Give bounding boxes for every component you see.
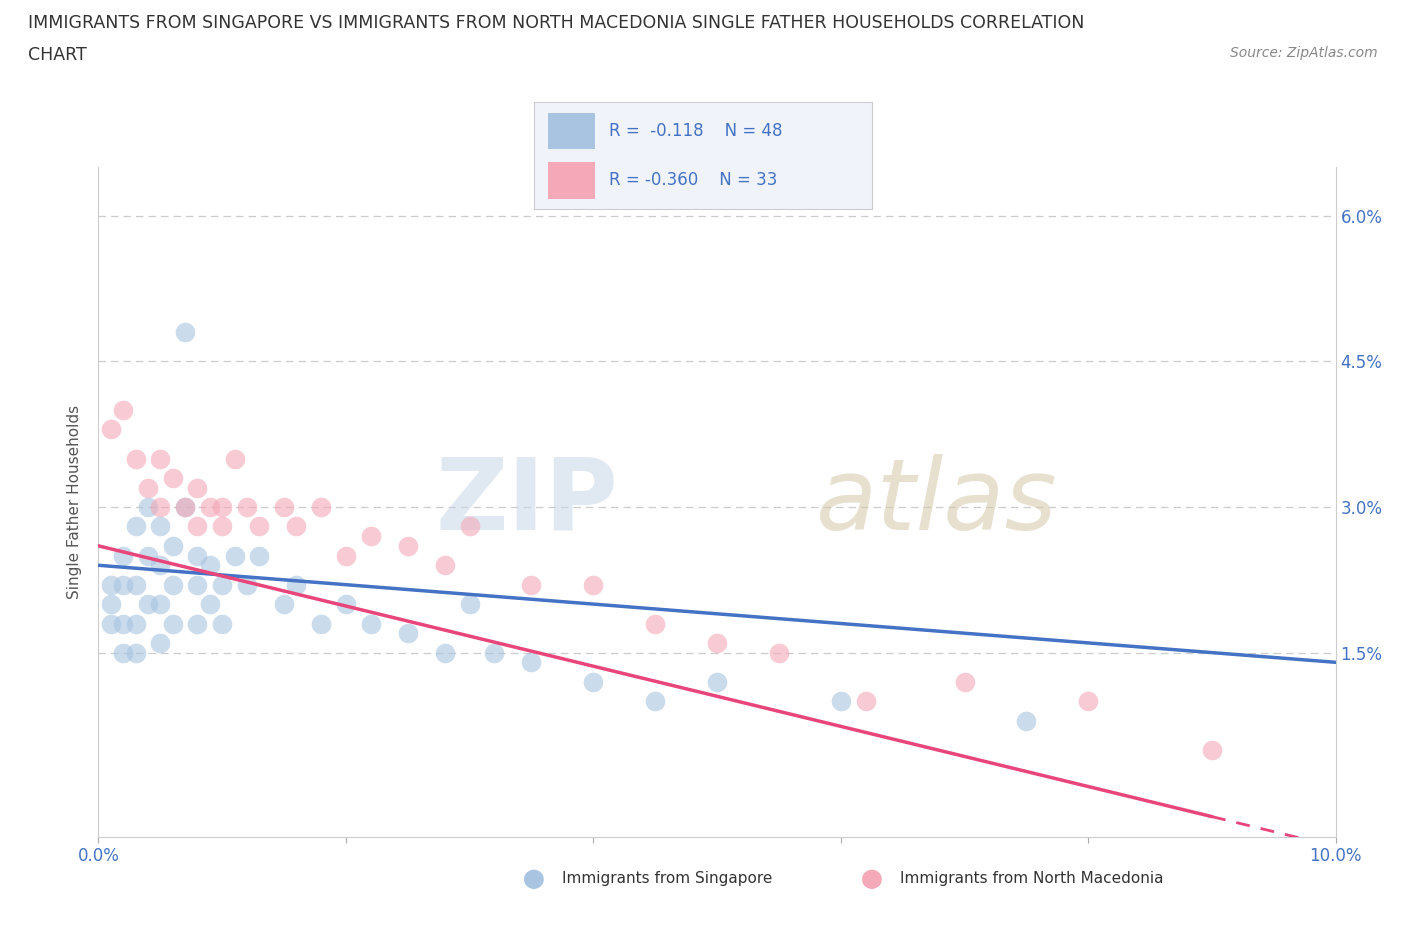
- Text: ZIP: ZIP: [436, 454, 619, 551]
- Point: [136, 548, 159, 563]
- Point: [211, 519, 233, 534]
- Point: [360, 616, 382, 631]
- Point: [100, 597, 122, 612]
- Point: [162, 616, 184, 631]
- Point: [433, 558, 456, 573]
- Point: [100, 578, 122, 592]
- Point: [520, 655, 543, 670]
- Point: [211, 616, 233, 631]
- Point: [211, 578, 233, 592]
- Point: [186, 616, 208, 631]
- Point: [174, 499, 197, 514]
- Point: [149, 597, 172, 612]
- Point: [953, 674, 976, 689]
- Point: [644, 616, 666, 631]
- Point: [285, 519, 308, 534]
- FancyBboxPatch shape: [548, 162, 595, 199]
- Point: [124, 645, 146, 660]
- Text: R =  -0.118    N = 48: R = -0.118 N = 48: [609, 122, 782, 140]
- Point: [149, 519, 172, 534]
- Point: [112, 645, 135, 660]
- Point: [112, 403, 135, 418]
- Point: [236, 499, 259, 514]
- Point: [285, 578, 308, 592]
- Point: [198, 558, 221, 573]
- Point: [644, 694, 666, 709]
- Point: [186, 480, 208, 495]
- Point: [149, 635, 172, 650]
- Point: [100, 616, 122, 631]
- Point: [162, 538, 184, 553]
- Point: [224, 451, 246, 466]
- Point: [247, 519, 270, 534]
- Point: [830, 694, 852, 709]
- Point: [162, 471, 184, 485]
- Point: [136, 499, 159, 514]
- Point: [273, 499, 295, 514]
- Point: [162, 578, 184, 592]
- Point: [186, 578, 208, 592]
- Point: [124, 578, 146, 592]
- Point: [273, 597, 295, 612]
- Point: [112, 578, 135, 592]
- Point: [458, 519, 481, 534]
- Text: ⬤: ⬤: [860, 870, 883, 888]
- Point: [1201, 742, 1223, 757]
- Text: R = -0.360    N = 33: R = -0.360 N = 33: [609, 171, 778, 190]
- Point: [396, 626, 419, 641]
- Point: [706, 635, 728, 650]
- Point: [396, 538, 419, 553]
- Point: [112, 616, 135, 631]
- Point: [124, 451, 146, 466]
- Point: [1077, 694, 1099, 709]
- Point: [112, 548, 135, 563]
- Point: [433, 645, 456, 660]
- Point: [247, 548, 270, 563]
- Text: ⬤: ⬤: [523, 870, 546, 888]
- Point: [335, 548, 357, 563]
- Point: [458, 597, 481, 612]
- Text: Immigrants from North Macedonia: Immigrants from North Macedonia: [900, 871, 1163, 886]
- Point: [198, 499, 221, 514]
- Y-axis label: Single Father Households: Single Father Households: [67, 405, 83, 599]
- Text: Immigrants from Singapore: Immigrants from Singapore: [562, 871, 773, 886]
- Point: [149, 451, 172, 466]
- Point: [136, 480, 159, 495]
- Point: [149, 499, 172, 514]
- Point: [706, 674, 728, 689]
- Point: [124, 519, 146, 534]
- Text: IMMIGRANTS FROM SINGAPORE VS IMMIGRANTS FROM NORTH MACEDONIA SINGLE FATHER HOUSE: IMMIGRANTS FROM SINGAPORE VS IMMIGRANTS …: [28, 14, 1084, 32]
- Text: Source: ZipAtlas.com: Source: ZipAtlas.com: [1230, 46, 1378, 60]
- Point: [582, 578, 605, 592]
- Point: [186, 548, 208, 563]
- Point: [582, 674, 605, 689]
- Text: atlas: atlas: [815, 454, 1057, 551]
- Point: [236, 578, 259, 592]
- Point: [855, 694, 877, 709]
- Point: [360, 529, 382, 544]
- Point: [174, 325, 197, 339]
- Point: [768, 645, 790, 660]
- Point: [211, 499, 233, 514]
- Point: [484, 645, 506, 660]
- Point: [309, 499, 332, 514]
- Point: [124, 616, 146, 631]
- Point: [1015, 713, 1038, 728]
- Point: [198, 597, 221, 612]
- Point: [520, 578, 543, 592]
- Point: [149, 558, 172, 573]
- Point: [224, 548, 246, 563]
- FancyBboxPatch shape: [548, 113, 595, 150]
- Point: [335, 597, 357, 612]
- Point: [309, 616, 332, 631]
- Point: [174, 499, 197, 514]
- Point: [136, 597, 159, 612]
- Point: [186, 519, 208, 534]
- Text: CHART: CHART: [28, 46, 87, 64]
- Point: [100, 422, 122, 437]
